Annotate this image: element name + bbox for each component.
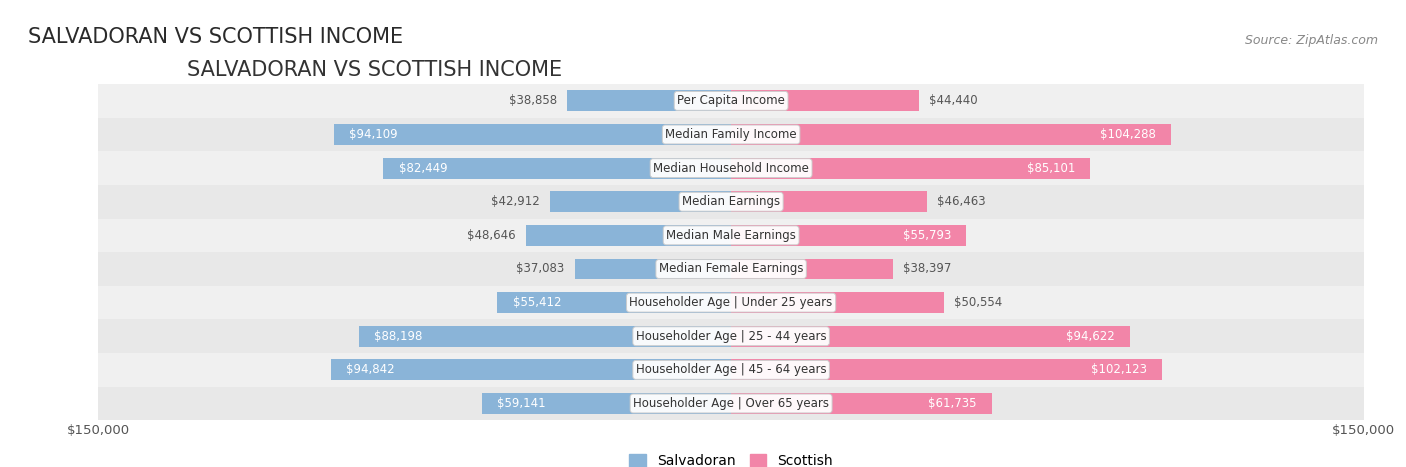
Bar [731, 292, 945, 313]
Text: $48,646: $48,646 [467, 229, 516, 242]
Bar [98, 353, 1364, 387]
Text: Median Family Income: Median Family Income [665, 128, 797, 141]
Bar [498, 292, 731, 313]
Bar [335, 124, 731, 145]
Text: $38,858: $38,858 [509, 94, 557, 107]
Text: Householder Age | Under 25 years: Householder Age | Under 25 years [630, 296, 832, 309]
Text: $102,123: $102,123 [1091, 363, 1147, 376]
Text: Median Female Earnings: Median Female Earnings [659, 262, 803, 276]
Legend: Salvadoran, Scottish: Salvadoran, Scottish [624, 449, 838, 467]
Text: $82,449: $82,449 [398, 162, 447, 175]
Bar [731, 124, 1171, 145]
Text: $94,109: $94,109 [349, 128, 398, 141]
Text: Per Capita Income: Per Capita Income [678, 94, 785, 107]
Bar [731, 393, 991, 414]
Text: Median Earnings: Median Earnings [682, 195, 780, 208]
Text: $59,141: $59,141 [496, 397, 546, 410]
Bar [731, 91, 918, 111]
Text: $42,912: $42,912 [491, 195, 540, 208]
Bar [98, 84, 1364, 118]
Text: $88,198: $88,198 [374, 330, 423, 343]
Bar [98, 252, 1364, 286]
Text: $94,842: $94,842 [346, 363, 395, 376]
Bar [731, 326, 1130, 347]
Bar [330, 360, 731, 380]
Bar [731, 360, 1161, 380]
Text: Source: ZipAtlas.com: Source: ZipAtlas.com [1244, 34, 1378, 47]
Text: SALVADORAN VS SCOTTISH INCOME: SALVADORAN VS SCOTTISH INCOME [187, 60, 562, 80]
Bar [98, 118, 1364, 151]
Bar [575, 259, 731, 279]
Text: $46,463: $46,463 [938, 195, 986, 208]
Text: $44,440: $44,440 [929, 94, 977, 107]
Text: SALVADORAN VS SCOTTISH INCOME: SALVADORAN VS SCOTTISH INCOME [28, 27, 404, 47]
Bar [98, 219, 1364, 252]
Bar [482, 393, 731, 414]
Text: $38,397: $38,397 [903, 262, 952, 276]
Bar [550, 191, 731, 212]
Bar [98, 286, 1364, 319]
Text: Householder Age | 25 - 44 years: Householder Age | 25 - 44 years [636, 330, 827, 343]
Text: $94,622: $94,622 [1066, 330, 1115, 343]
Bar [567, 91, 731, 111]
Bar [731, 259, 893, 279]
Text: $61,735: $61,735 [928, 397, 976, 410]
Text: $37,083: $37,083 [516, 262, 565, 276]
Bar [359, 326, 731, 347]
Text: Median Male Earnings: Median Male Earnings [666, 229, 796, 242]
Text: $85,101: $85,101 [1026, 162, 1076, 175]
Bar [98, 387, 1364, 420]
Text: Householder Age | 45 - 64 years: Householder Age | 45 - 64 years [636, 363, 827, 376]
Bar [731, 191, 927, 212]
Text: Median Household Income: Median Household Income [654, 162, 808, 175]
Bar [98, 151, 1364, 185]
Text: $104,288: $104,288 [1099, 128, 1156, 141]
Text: Householder Age | Over 65 years: Householder Age | Over 65 years [633, 397, 830, 410]
Text: $55,412: $55,412 [513, 296, 561, 309]
Bar [98, 185, 1364, 219]
Bar [731, 158, 1090, 178]
Bar [526, 225, 731, 246]
Bar [731, 225, 966, 246]
Bar [98, 319, 1364, 353]
Text: $55,793: $55,793 [903, 229, 952, 242]
Text: $50,554: $50,554 [955, 296, 1002, 309]
Bar [384, 158, 731, 178]
